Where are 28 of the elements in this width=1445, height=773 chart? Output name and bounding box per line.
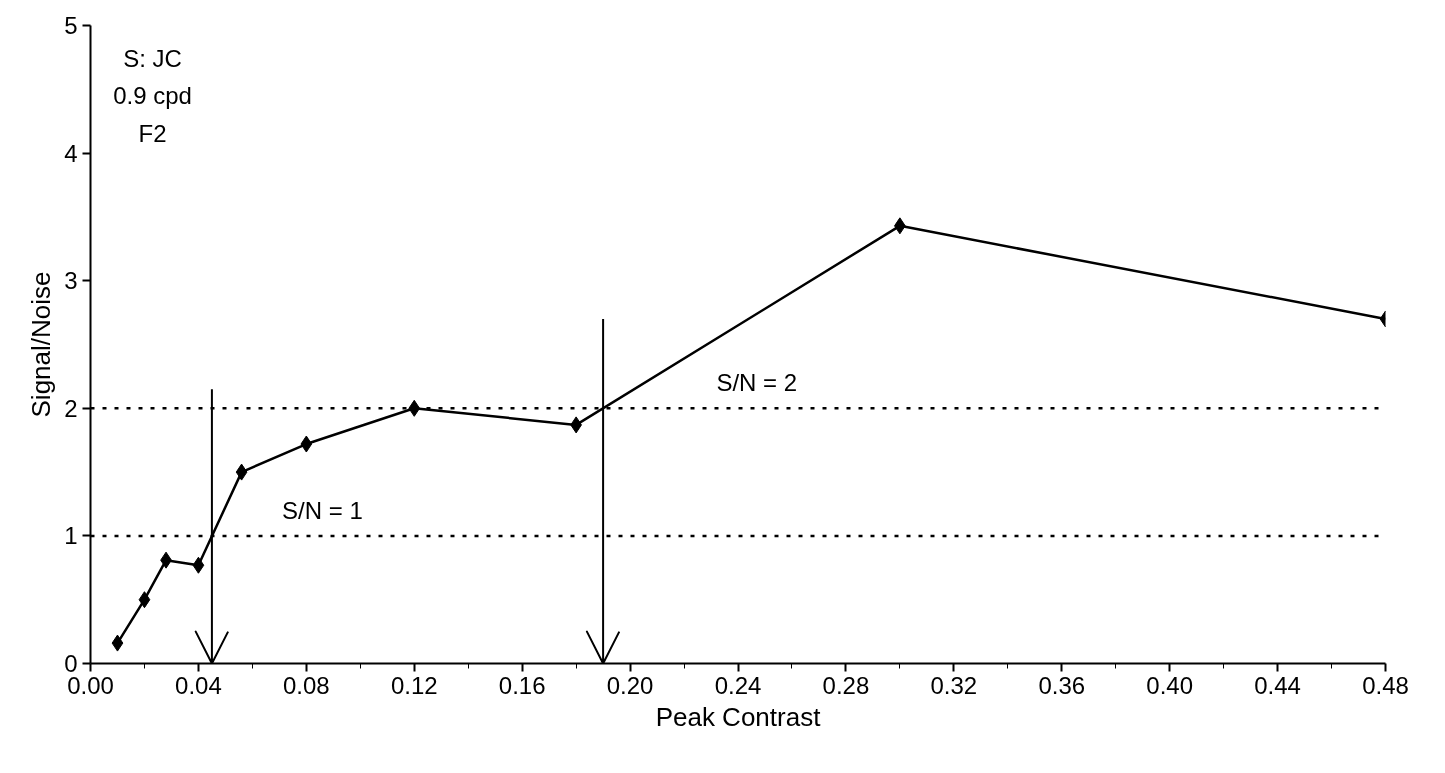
x-tick-label: 0.12 (390, 671, 438, 699)
x-tick-label: 0.16 (498, 671, 546, 699)
x-axis-title: Peak Contrast (655, 701, 822, 732)
x-tick-label: 0.24 (714, 671, 762, 699)
point (138, 591, 151, 609)
y-tick-label: 5 (64, 12, 78, 39)
y-tick-label: 1 (64, 522, 78, 550)
x-tick-label: 0.04 (175, 671, 222, 699)
x-tick-label: 0.08 (282, 671, 330, 699)
y-tick-label: 4 (64, 139, 78, 167)
x-tick-label: 0.32 (930, 671, 978, 699)
x-tick-label: 0.40 (1146, 671, 1194, 699)
point (408, 399, 421, 417)
x-tick-label: 0.44 (1254, 671, 1301, 699)
x-tick-label: 0.28 (822, 671, 870, 699)
x-tick-label: 0.20 (606, 671, 654, 699)
x-tick-label: 0.36 (1038, 671, 1086, 699)
annotation: S: JC 0.9 cpd F2 (113, 44, 192, 148)
y-axis-title: Signal/Noise (26, 271, 57, 418)
point (235, 463, 248, 481)
annotation: S/N = 2 (716, 369, 798, 397)
x-tick-label: 0.48 (1362, 671, 1409, 699)
point (192, 556, 205, 574)
y-tick-label: 2 (64, 394, 78, 422)
y-tick-label: 3 (64, 267, 78, 295)
point (111, 634, 124, 652)
annotation: S/N = 1 (282, 496, 363, 524)
point (300, 435, 313, 453)
